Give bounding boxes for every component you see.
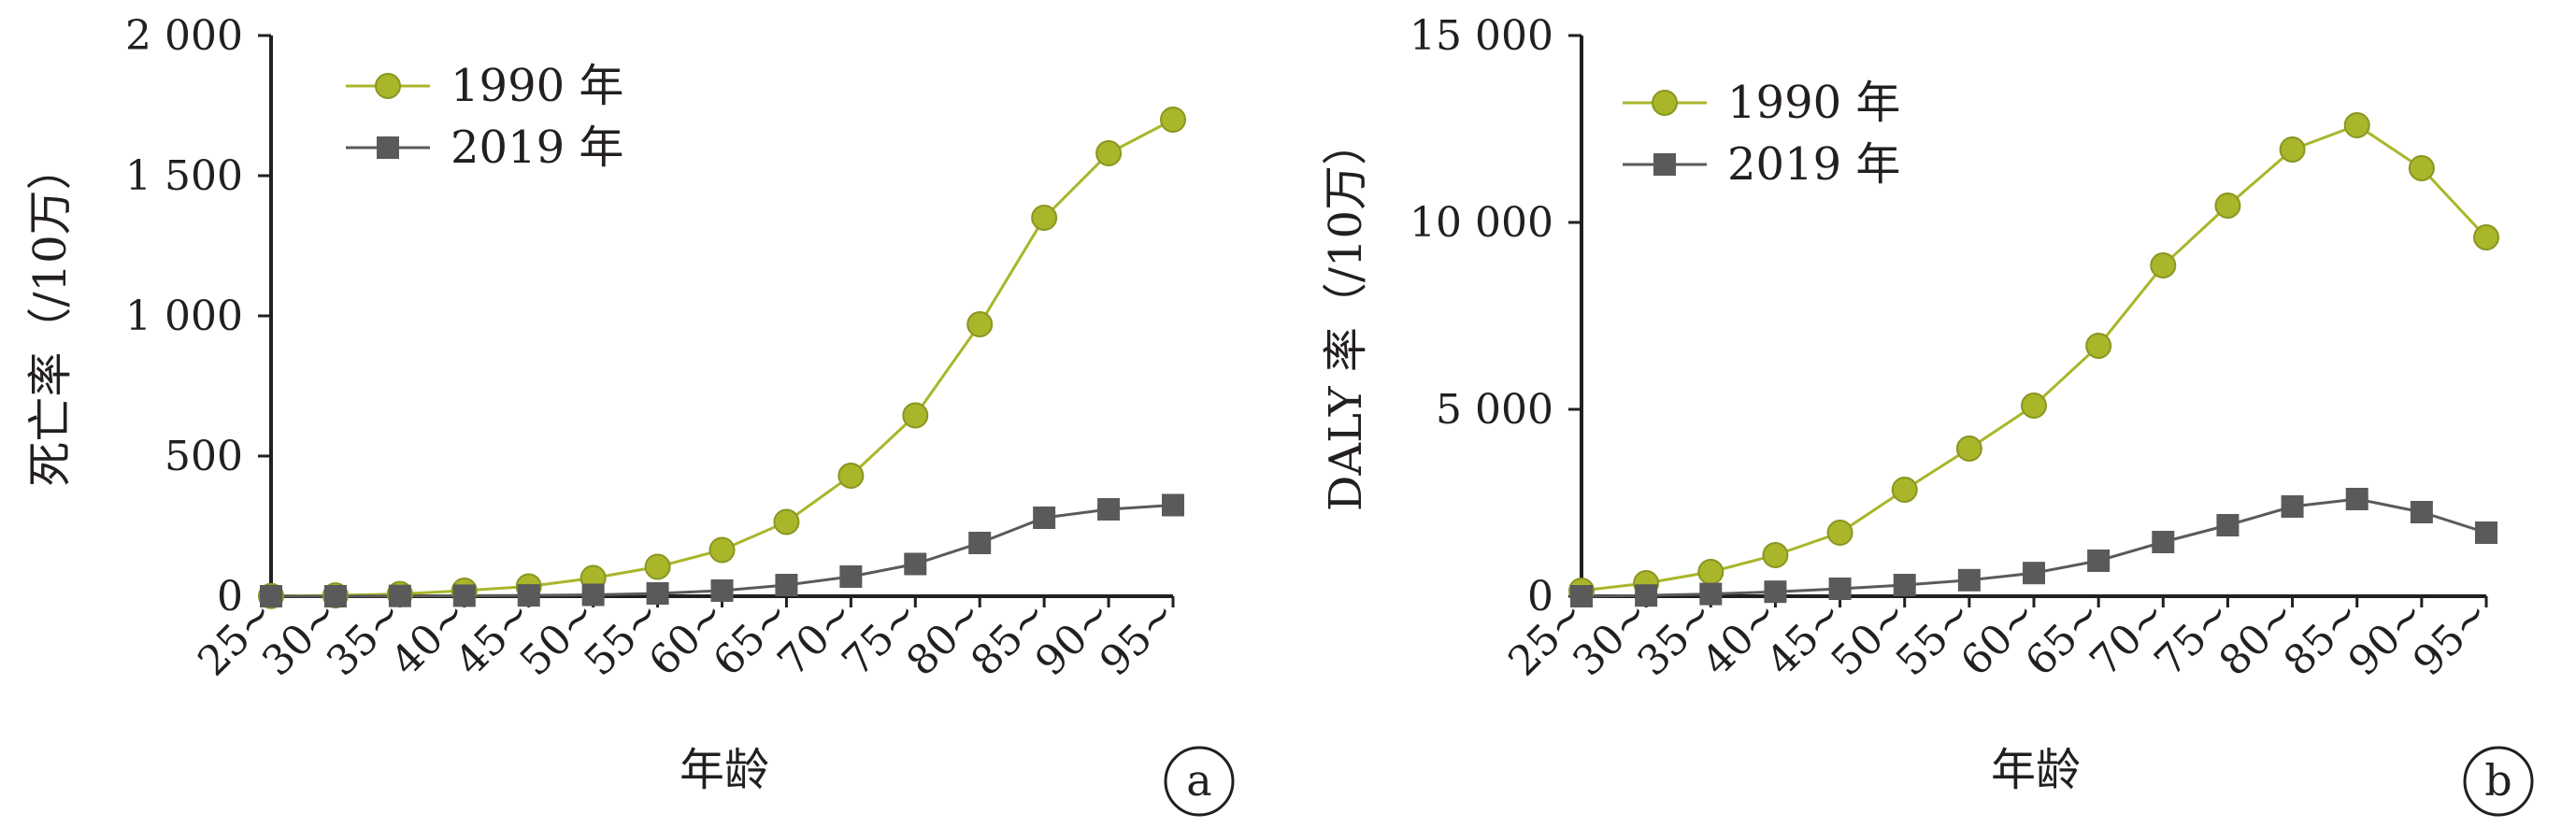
chart-b-y-tick-label: 5 000 xyxy=(1436,386,1553,434)
chart-b-point-square xyxy=(1957,568,1981,592)
chart-b-panel-label-circle xyxy=(2463,746,2534,817)
chart-b-y-tick-label: 0 xyxy=(1527,573,1553,621)
chart-a-panel-label: a xyxy=(1186,755,1211,806)
chart-b-point-square xyxy=(1764,580,1787,604)
chart-b-point-square xyxy=(2475,521,2497,544)
chart-a-point-square xyxy=(968,532,992,554)
chart-b-point-square xyxy=(1570,585,1593,607)
chart-a-y-tick-label: 0 xyxy=(217,573,243,621)
chart-b-point-circle xyxy=(2408,155,2435,181)
chart-a-legend-label: 1990 年 xyxy=(451,60,623,112)
chart-a-point-square xyxy=(452,584,476,607)
chart-a-point-square xyxy=(839,565,863,588)
chart-a-point-square xyxy=(323,585,347,607)
chart-b-point-square xyxy=(1828,578,1852,600)
chart-a-point-square xyxy=(904,552,927,576)
chart-a-point-square xyxy=(646,582,669,605)
chart-b-point-circle xyxy=(2343,112,2370,138)
chart-a-y-tick-label: 500 xyxy=(165,433,243,480)
chart-b-point-circle xyxy=(1826,520,1853,546)
chart-b-point-square xyxy=(2281,495,2304,518)
chart-a-y-tick-label: 1 500 xyxy=(125,152,243,200)
chart-b-point-circle xyxy=(2150,252,2177,278)
chart-a-point-circle xyxy=(644,553,671,580)
chart-a-point-circle xyxy=(1160,107,1186,133)
chart-b-point-circle xyxy=(1955,435,1982,462)
chart-b-point-square xyxy=(2345,488,2368,510)
chart-b-point-square xyxy=(2023,562,2045,585)
chart-a-point-circle xyxy=(1095,140,1123,166)
chart-b-legend-label: 2019 年 xyxy=(1727,138,1900,191)
chart-b-point-square xyxy=(1699,582,1723,606)
chart-b-point-square xyxy=(2410,501,2433,523)
chart-a-y-tick-label: 1 000 xyxy=(125,293,243,340)
chart-a-legend-marker-circle xyxy=(375,73,401,99)
chart-a-point-square xyxy=(581,583,605,607)
chart-a-x-axis-title: 年龄 xyxy=(680,744,769,796)
chart-b-y-tick-label: 15 000 xyxy=(1410,12,1553,60)
chart-b-legend-label: 1990 年 xyxy=(1727,77,1900,129)
chart-a-panel-label-circle xyxy=(1164,746,1235,817)
chart-b-point-circle xyxy=(2085,333,2112,359)
chart-a-point-circle xyxy=(837,463,865,489)
chart-a-point-square xyxy=(775,574,798,596)
chart-a-point-circle xyxy=(902,402,929,429)
chart-a-point-circle xyxy=(966,311,994,337)
chart-b-point-circle xyxy=(2021,393,2047,419)
chart-b-point-circle xyxy=(1697,559,1724,585)
chart-b-series-line-1990年 xyxy=(1581,123,2488,592)
chart-b-point-circle xyxy=(1891,477,1918,503)
chart-a-point-circle xyxy=(708,536,736,564)
chart-b-point-square xyxy=(2152,531,2175,553)
chart-b-point-circle xyxy=(2279,136,2306,163)
chart-a-point-square xyxy=(1097,498,1121,521)
chart-a-point-square xyxy=(517,584,540,607)
chart-b-y-axis-title: DALY 率（/10万） xyxy=(1320,121,1372,511)
chart-a-legend-marker-square xyxy=(377,136,399,159)
chart-b-point-square xyxy=(1893,574,1916,596)
chart-a-point-square xyxy=(710,579,734,602)
chart-b-point-square xyxy=(2087,550,2111,572)
chart-b-point-circle xyxy=(2214,193,2241,219)
chart-a-point-square xyxy=(260,585,282,607)
chart-b-legend-marker-square xyxy=(1653,153,1676,176)
chart-panel-a: 0 500 1 000 1 500 2 000 25~ 30~ 35~ 40~ 45~ 50~ 55~… xyxy=(24,12,1235,817)
chart-b-x-axis-title: 年龄 xyxy=(1991,744,2081,796)
chart-a-point-square xyxy=(388,584,411,607)
chart-a-legend-label: 2019 年 xyxy=(451,121,623,174)
chart-b-point-circle xyxy=(1762,542,1789,568)
chart-a-point-square xyxy=(1162,493,1184,517)
chart-b-point-square xyxy=(2216,514,2240,536)
chart-a-point-square xyxy=(1033,507,1056,529)
chart-a-point-circle xyxy=(773,508,800,535)
chart-b-legend-marker-circle xyxy=(1652,90,1678,116)
chart-b-point-square xyxy=(1635,584,1658,607)
chart-b-point-circle xyxy=(2473,224,2499,250)
chart-b-panel-label: b xyxy=(2484,755,2512,806)
chart-a-point-circle xyxy=(1031,205,1058,231)
chart-a-y-tick-label: 2 000 xyxy=(125,12,243,60)
chart-b-y-tick-label: 10 000 xyxy=(1410,199,1553,247)
chart-a-y-axis-title: 死亡率（/10万） xyxy=(24,145,77,486)
